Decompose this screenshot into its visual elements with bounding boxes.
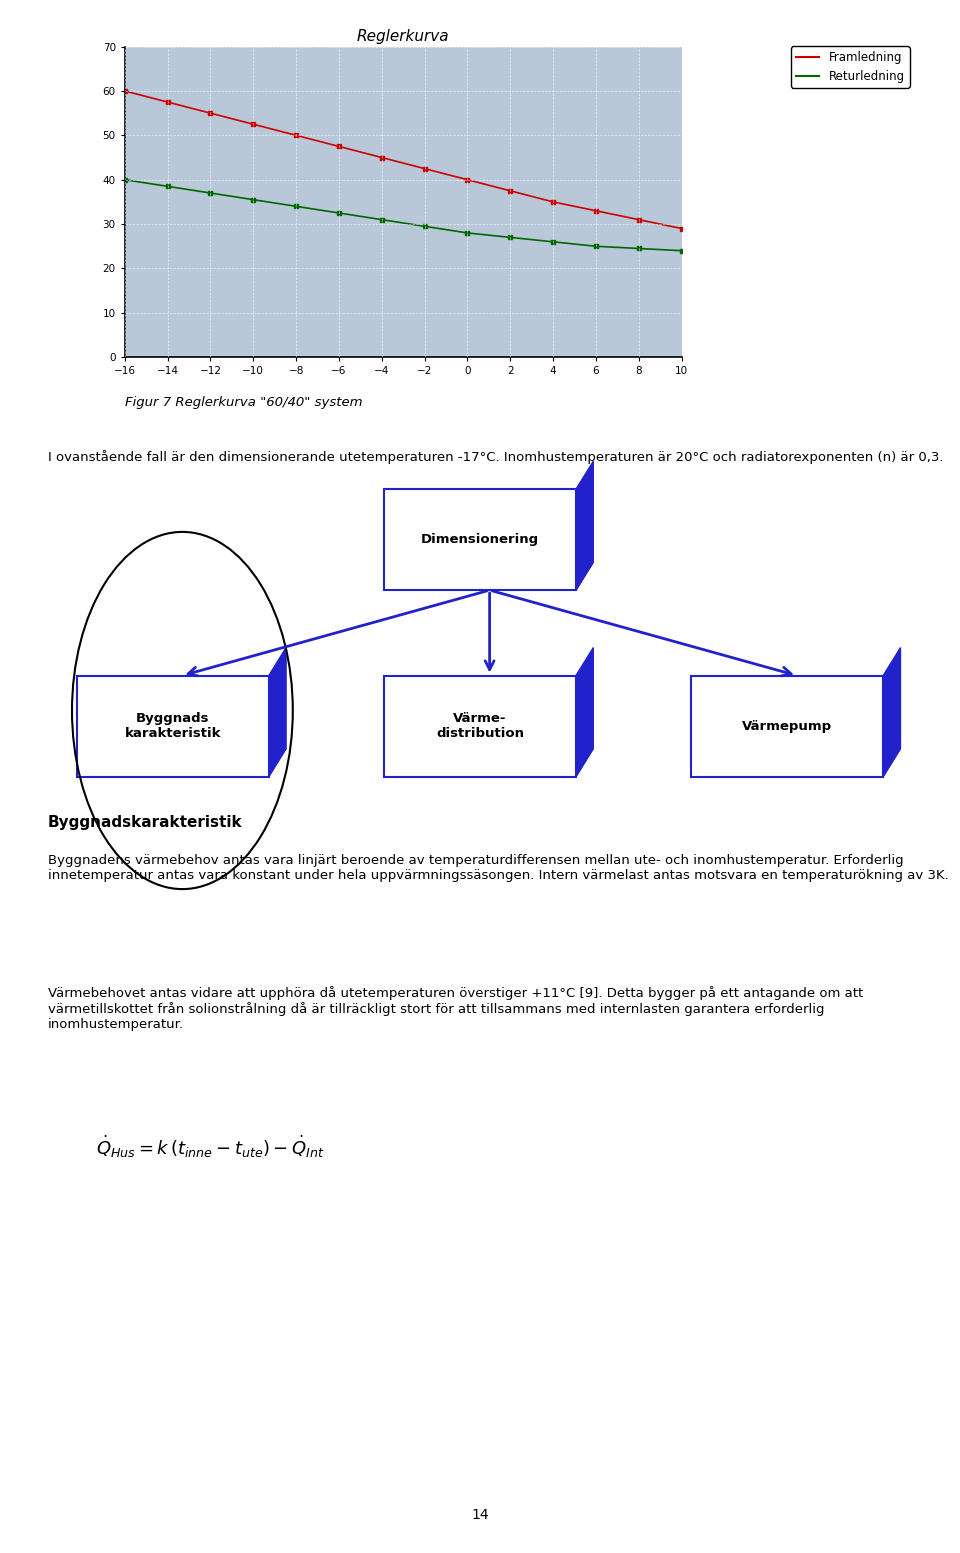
Text: Byggnadens värmebehov antas vara linjärt beroende av temperaturdifferensen mella: Byggnadens värmebehov antas vara linjärt… <box>48 854 948 882</box>
Text: Värme-
distribution: Värme- distribution <box>436 711 524 741</box>
Text: Byggnads
karakteristik: Byggnads karakteristik <box>125 711 221 741</box>
Title: Reglerkurva: Reglerkurva <box>357 30 449 43</box>
Text: Värmepump: Värmepump <box>742 719 832 733</box>
Legend: Framledning, Returledning: Framledning, Returledning <box>791 47 909 87</box>
Text: Figur 7 Reglerkurva "60/40" system: Figur 7 Reglerkurva "60/40" system <box>125 396 362 408</box>
Text: $\dot{Q}_{Hus} = k\,(t_{inne} - t_{ute}) - \dot{Q}_{Int}$: $\dot{Q}_{Hus} = k\,(t_{inne} - t_{ute})… <box>96 1134 324 1160</box>
Text: Byggnadskarakteristik: Byggnadskarakteristik <box>48 815 243 831</box>
Text: Dimensionering: Dimensionering <box>420 533 540 547</box>
Text: 14: 14 <box>471 1508 489 1522</box>
Text: I ovanstående fall är den dimensionerande utetemperaturen -17°C. Inomhustemperat: I ovanstående fall är den dimensionerand… <box>48 450 944 464</box>
Text: Värmebehovet antas vidare att upphöra då utetemperaturen överstiger +11°C [9]. D: Värmebehovet antas vidare att upphöra då… <box>48 986 863 1031</box>
